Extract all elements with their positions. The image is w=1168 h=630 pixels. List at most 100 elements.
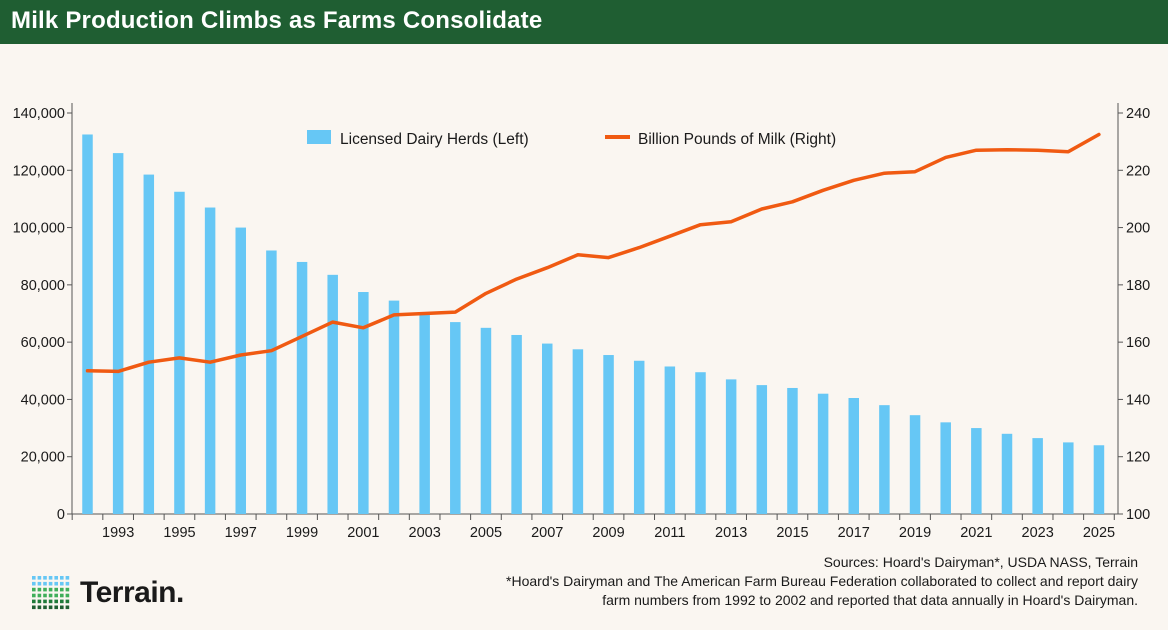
bar-herds-2006 [511,334,522,514]
left-y-axis: 0 20,000 40,000 60,000 80,000 100,000 120,000 1… [13,103,73,523]
left-tick-label: 120,000 [13,163,65,179]
bar-herds-2025 [1093,445,1105,514]
bar-herds-1995 [174,191,185,514]
x-tick-label: 2025 [1083,525,1115,541]
logo-dot [32,605,36,610]
left-tick-label: 20,000 [21,450,65,466]
footnote-line-2: farm numbers from 1992 to 2002 and repor… [602,592,1138,608]
bar-herds-2022 [1001,433,1013,514]
bar-herds-2021 [971,428,982,514]
left-tick-label: 100,000 [13,221,65,237]
logo-dot [60,593,64,598]
x-tick-label: 1993 [102,525,134,541]
x-tick-label: 2011 [654,525,685,541]
left-tick-label: 60,000 [21,335,65,351]
x-tick-label: 2013 [715,525,747,541]
logo-dot [43,593,47,598]
logo-dot [32,576,36,580]
bar-herds-2023 [1032,438,1043,514]
logo-dot [37,587,42,592]
chart-legend: Licensed Dairy Herds (Left) Billion Poun… [307,130,836,148]
sources-note: Sources: Hoard's Dairyman*, USDA NASS, T… [338,553,1138,610]
bar-herds-2002 [388,300,400,514]
left-tick-label: 40,000 [21,392,65,408]
bar-herds-2012 [695,372,706,514]
logo-dot [65,593,70,598]
logo-dot [48,581,53,586]
logo-dot [32,587,36,592]
x-tick-label: 2003 [409,525,441,541]
bar-herds-2007 [542,343,553,514]
page-title: Milk Production Climbs as Farms Consolid… [11,7,543,34]
logo-dot [43,587,47,592]
logo-dot [54,581,58,586]
logo-dot [32,581,36,586]
bar-herds-2004 [450,322,461,514]
logo-dot [65,587,70,592]
bar-herds-2005 [480,327,492,514]
logo-dot [43,599,47,604]
legend-swatch-herds [307,130,331,144]
logo-dot [54,576,58,580]
terrain-logo-icon [32,576,70,610]
logo-dot [48,576,53,580]
logo-dot [48,605,53,610]
footnote-line: *Hoard's Dairyman and The American Farm … [506,573,1138,589]
logo-dot [65,605,70,610]
logo-dot [37,605,42,610]
left-tick-label: 140,000 [13,106,65,122]
right-tick-label: 180 [1126,278,1150,294]
logo-dot [65,581,70,586]
bar-herds-1993 [112,153,124,514]
logo-dot [54,587,58,592]
logo-dot [43,605,47,610]
x-tick-label: 2021 [960,525,992,541]
x-tick-label: 1999 [286,525,318,541]
x-tick-label: 2009 [592,525,624,541]
logo-dot [32,599,36,604]
bar-herds-1994 [143,174,155,514]
logo-dot [37,599,42,604]
x-tick-label: 2019 [899,525,931,541]
x-axis: 1993 1995 1997 1999 2001 2003 2005 2007 2009 2011… [71,513,1118,541]
right-tick-label: 200 [1126,221,1150,237]
logo-dot [32,593,36,598]
bar-series-dairy-herds [82,134,1105,515]
logo-dot [65,576,70,580]
logo-text: Terrain. [80,576,184,609]
bar-herds-1998 [266,250,277,514]
bar-herds-2010 [633,360,645,514]
bar-herds-2013 [725,379,737,514]
bar-herds-1997 [235,227,246,515]
bar-herds-2015 [787,387,798,514]
x-tick-label: 1997 [225,525,257,541]
right-tick-label: 120 [1126,450,1150,466]
logo-dot [48,593,53,598]
legend-label-milk: Billion Pounds of Milk (Right) [638,131,836,148]
bar-herds-2018 [879,405,890,514]
logo-dot [43,576,47,580]
right-y-axis: 100 120 140 160 180 200 220 240 [1117,103,1150,523]
x-tick-label: 1995 [163,525,195,541]
left-tick-label: 80,000 [21,278,65,294]
right-tick-label: 100 [1126,507,1150,523]
logo-dot [37,581,42,586]
bar-herds-2001 [358,292,369,514]
legend-label-herds: Licensed Dairy Herds (Left) [340,131,529,148]
right-tick-label: 140 [1126,392,1150,408]
x-tick-label: 2007 [531,525,563,541]
logo-dot [54,599,58,604]
x-tick-label: 2023 [1022,525,1054,541]
sources-line: Sources: Hoard's Dairyman*, USDA NASS, T… [823,554,1138,570]
bar-herds-2000 [327,274,338,514]
bar-herds-2014 [756,385,768,514]
x-tick-label: 2015 [776,525,808,541]
header-bar: Milk Production Climbs as Farms Consolid… [0,0,1168,44]
bar-herds-2024 [1063,442,1074,514]
right-tick-label: 160 [1126,335,1150,351]
bar-herds-2009 [603,355,614,514]
logo-dot [60,581,64,586]
logo-dot [37,593,42,598]
logo-dot [48,599,53,604]
